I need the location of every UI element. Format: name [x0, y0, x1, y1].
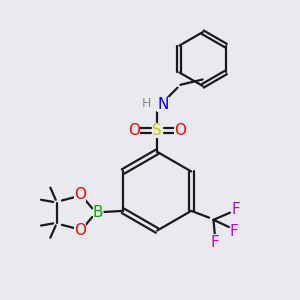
Text: H: H	[142, 97, 151, 110]
Text: O: O	[174, 123, 186, 138]
Text: S: S	[152, 123, 162, 138]
Text: N: N	[157, 97, 169, 112]
Text: F: F	[211, 235, 219, 250]
Text: F: F	[231, 202, 240, 217]
Text: F: F	[230, 224, 239, 239]
Text: O: O	[128, 123, 140, 138]
Text: O: O	[74, 223, 86, 238]
Text: O: O	[74, 187, 86, 202]
Text: B: B	[93, 205, 103, 220]
